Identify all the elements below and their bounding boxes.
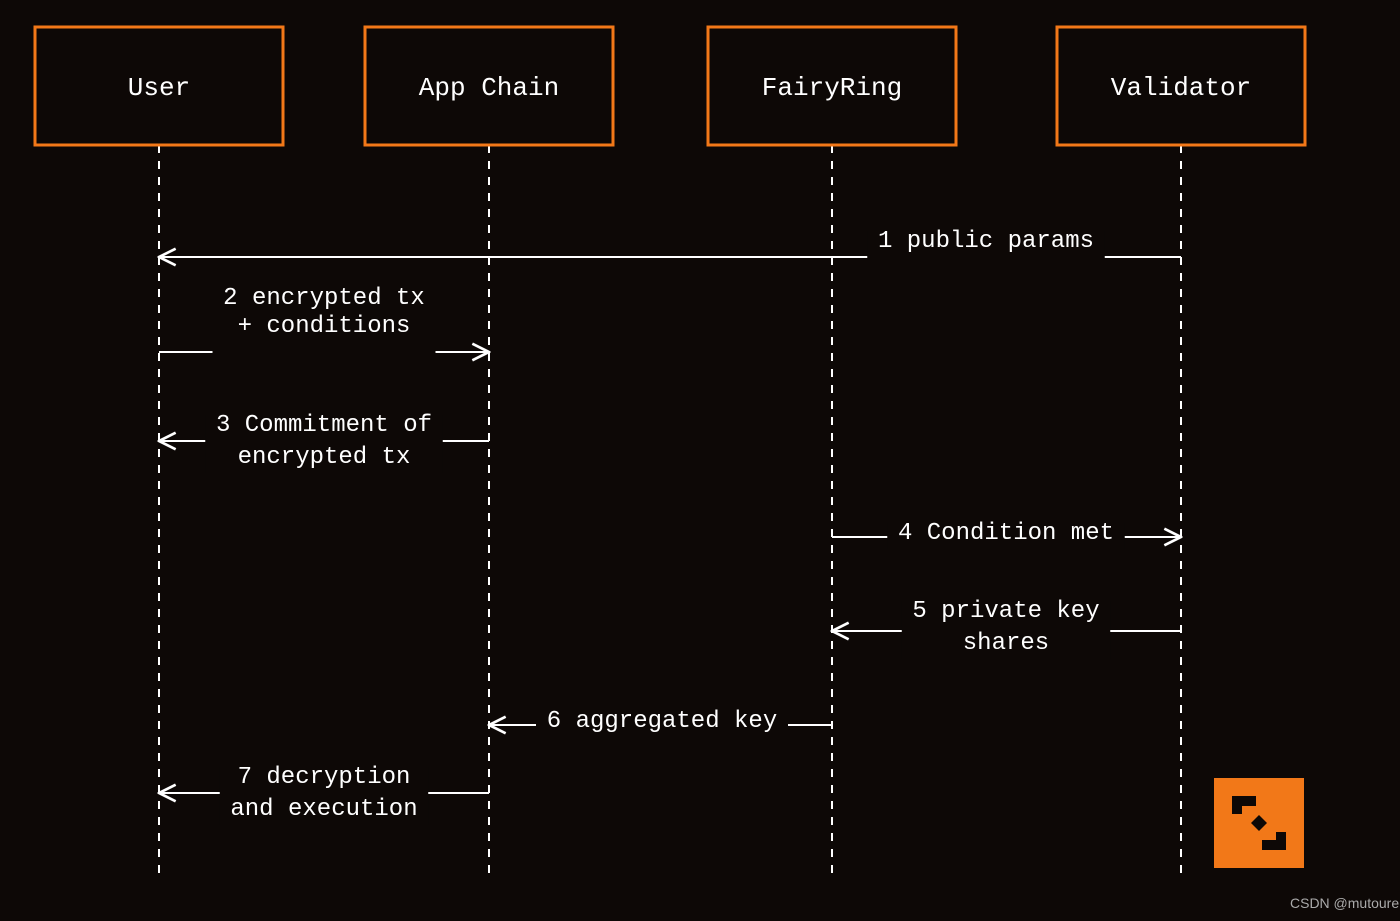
message-label-4: 4 Condition met: [898, 520, 1114, 547]
message-label-5-line1: 5 private key: [912, 598, 1099, 625]
message-label-7-line1: 7 decryption: [238, 764, 411, 791]
message-label-7-line2: and execution: [230, 796, 417, 823]
message-label-6: 6 aggregated key: [547, 708, 777, 735]
logo: [1214, 778, 1304, 868]
message-6: 6 aggregated key: [489, 708, 832, 737]
message-label-2-line1: 2 encrypted tx: [223, 285, 425, 312]
message-label-3-line1: 3 Commitment of: [216, 412, 432, 439]
message-3: 3 Commitment of encrypted tx: [159, 412, 489, 473]
message-label-1: 1 public params: [878, 228, 1094, 255]
sequence-diagram: User App Chain FairyRing Validator 1 public…: [0, 0, 1400, 921]
participant-label-user: User: [128, 73, 190, 103]
watermark: CSDN @mutourend: [1290, 895, 1400, 911]
participant-label-validator: Validator: [1111, 73, 1251, 103]
message-label-2-line2: + conditions: [238, 313, 411, 340]
message-label-5-line2: shares: [963, 630, 1049, 657]
message-label-3-line2: encrypted tx: [238, 444, 411, 471]
participant-label-appchain: App Chain: [419, 73, 559, 103]
participant-label-fairyring: FairyRing: [762, 73, 902, 103]
